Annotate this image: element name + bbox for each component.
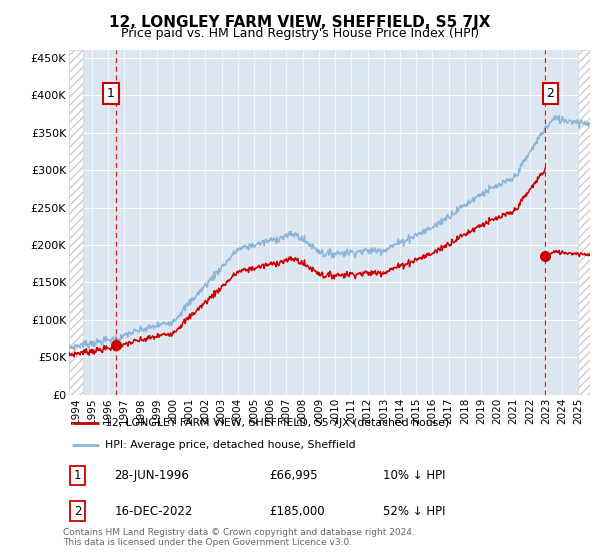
Text: 28-JUN-1996: 28-JUN-1996 — [115, 469, 190, 482]
Text: 10% ↓ HPI: 10% ↓ HPI — [383, 469, 445, 482]
Text: 12, LONGLEY FARM VIEW, SHEFFIELD, S5 7JX (detached house): 12, LONGLEY FARM VIEW, SHEFFIELD, S5 7JX… — [106, 418, 449, 428]
Text: £66,995: £66,995 — [269, 469, 318, 482]
Text: 1: 1 — [74, 469, 81, 482]
Text: £185,000: £185,000 — [269, 505, 325, 517]
Text: 16-DEC-2022: 16-DEC-2022 — [115, 505, 193, 517]
Text: Price paid vs. HM Land Registry's House Price Index (HPI): Price paid vs. HM Land Registry's House … — [121, 27, 479, 40]
Text: 1: 1 — [107, 87, 115, 100]
Text: HPI: Average price, detached house, Sheffield: HPI: Average price, detached house, Shef… — [106, 440, 356, 450]
Text: 2: 2 — [74, 505, 81, 517]
Text: Contains HM Land Registry data © Crown copyright and database right 2024.
This d: Contains HM Land Registry data © Crown c… — [63, 528, 415, 548]
Text: 12, LONGLEY FARM VIEW, SHEFFIELD, S5 7JX: 12, LONGLEY FARM VIEW, SHEFFIELD, S5 7JX — [109, 15, 491, 30]
Text: 2: 2 — [546, 87, 554, 100]
Text: 52% ↓ HPI: 52% ↓ HPI — [383, 505, 445, 517]
